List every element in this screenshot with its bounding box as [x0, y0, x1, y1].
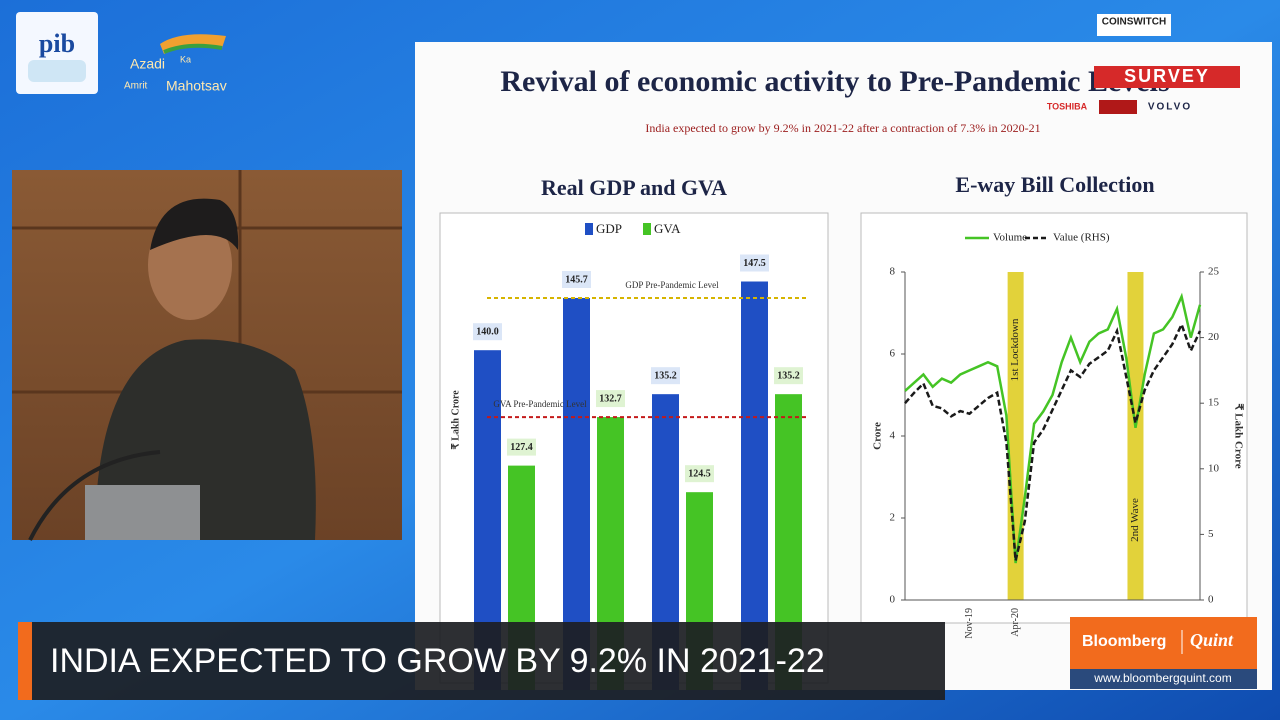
shaded-label: 2nd Wave [1129, 498, 1141, 542]
value-label-box [651, 367, 680, 385]
series-line [904, 292, 1202, 564]
legend-label: GVA [654, 221, 681, 236]
value-label-box [774, 367, 803, 385]
value-label: 132.7 [599, 393, 622, 404]
value-label-box [473, 323, 502, 341]
sponsor-toshiba: TOSHIBA [1047, 101, 1088, 111]
value-label: 147.5 [743, 258, 766, 269]
legend-label: GDP [596, 221, 622, 236]
coinswitch-text: COINSWITCH [1102, 17, 1166, 28]
line-panel [860, 212, 1248, 624]
y-axis-label: ₹ Lakh Crore [450, 390, 461, 450]
y-tick-label: 8 [890, 266, 896, 278]
y2-tick-label: 5 [1208, 528, 1214, 540]
chart-title: Real GDP and GVA [541, 175, 727, 200]
x-tick-label: Apr-20 [1010, 608, 1021, 637]
mask-icon [28, 60, 86, 82]
azadi-word: Ka [180, 54, 191, 64]
brand-box [1070, 617, 1257, 669]
value-label: 135.2 [654, 370, 677, 381]
shaded-label: 1st Lockdown [1009, 318, 1021, 381]
value-label: 145.7 [565, 274, 588, 285]
azadi-word: Mahotsav [166, 78, 227, 94]
y-tick-label: 0 [890, 594, 896, 606]
slide-subtitle: India expected to grow by 9.2% in 2021-2… [645, 121, 1040, 135]
azadi-word: Azadi [130, 56, 165, 72]
brand-url-strip [1070, 669, 1257, 689]
brand-sub: Quint [1190, 630, 1234, 650]
legend-swatch [585, 223, 593, 235]
x-tick-label: Nov-19 [964, 608, 975, 639]
y-tick-label: 2 [890, 512, 896, 524]
reference-label: GDP Pre-Pandemic Level [625, 280, 719, 290]
series-line [904, 321, 1202, 561]
laptop [85, 485, 200, 540]
legend-label: Volume [993, 232, 1027, 244]
slide-title: Revival of economic activity to Pre-Pand… [500, 65, 1169, 98]
survey-banner [1094, 66, 1240, 88]
speaker-hair [150, 198, 239, 250]
y2-tick-label: 15 [1208, 397, 1220, 409]
value-label: 135.2 [777, 370, 800, 381]
bar [741, 281, 768, 690]
y2-tick-label: 10 [1208, 462, 1220, 474]
y2-tick-label: 25 [1208, 266, 1220, 278]
ticker-text: INDIA EXPECTED TO GROW BY 9.2% IN 2021-2… [50, 642, 825, 680]
value-label: 127.4 [510, 442, 533, 453]
reference-label: GVA Pre-Pandemic Level [493, 399, 587, 409]
azadi-flag [163, 43, 223, 54]
value-label-box [740, 254, 769, 272]
legend-swatch [643, 223, 651, 235]
y2-tick-label: 0 [1208, 594, 1214, 606]
azadi-word: Amrit [124, 81, 148, 92]
y-tick-label: 4 [890, 430, 896, 442]
pib-text: pib [39, 29, 75, 58]
sponsor-volvo: VOLVO [1148, 102, 1192, 113]
value-label-box [596, 390, 625, 408]
ticker-accent [18, 622, 32, 700]
coinswitch-logo [1097, 14, 1171, 36]
brand-name: Bloomberg [1082, 633, 1166, 650]
y2-axis-label: ₹ Lakh Crore [1232, 403, 1244, 468]
value-label: 140.0 [476, 326, 499, 337]
sponsor-box [1099, 100, 1137, 114]
y2-tick-label: 20 [1208, 331, 1220, 343]
value-label-box [562, 270, 591, 288]
value-label-box [507, 438, 536, 456]
value-label-box [685, 465, 714, 483]
y-axis-label: Crore [872, 422, 884, 450]
chart-title: E-way Bill Collection [955, 172, 1154, 197]
legend-label: Value (RHS) [1053, 232, 1110, 244]
brand-url: www.bloombergquint.com [1093, 671, 1231, 685]
y-tick-label: 6 [890, 348, 896, 360]
survey-text: SURVEY [1124, 66, 1210, 86]
ticker-bar [18, 622, 945, 700]
microphone [28, 450, 161, 541]
shaded-region [1127, 272, 1144, 600]
value-label: 124.5 [688, 468, 711, 479]
